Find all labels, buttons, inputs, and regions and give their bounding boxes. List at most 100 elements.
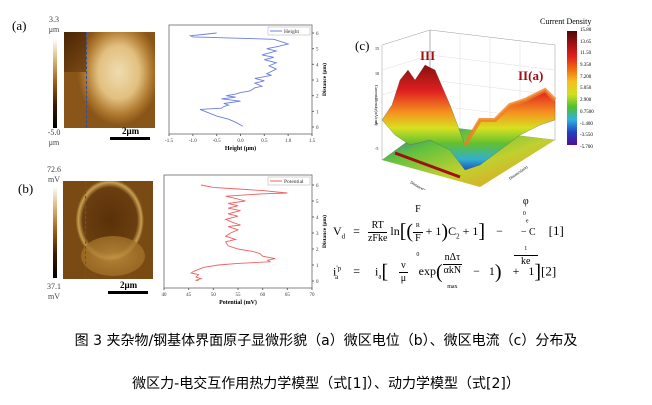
eq1-minus: − <box>496 223 503 238</box>
x-tick-label: -0.5 <box>213 139 221 144</box>
dark-corner <box>64 32 86 72</box>
legend-label: Height <box>284 29 299 35</box>
cbar-max-value: 72.6 <box>47 165 61 174</box>
eq1-lhs: V <box>333 223 342 238</box>
colorbar-tick: -5.700 <box>580 144 593 150</box>
y-tick-label: 4 <box>316 63 319 68</box>
height-colorbar-min: -5.0 μm <box>44 128 64 148</box>
afm-height-image <box>64 32 155 128</box>
y-tick-label: 1 <box>316 264 319 269</box>
height-colorbar <box>53 39 57 128</box>
x-tick-label: -1.5 <box>165 139 173 144</box>
current-density-colorbar <box>567 31 577 145</box>
eq2-ia: i <box>375 264 379 279</box>
cbar-unit: mV <box>48 292 60 301</box>
scale-bar-a <box>110 137 150 140</box>
x-tick-label: 40 <box>162 293 168 298</box>
height-profile-line <box>86 32 87 128</box>
eq2-lhs: i <box>333 264 337 279</box>
scale-bar-label-b: 2μm <box>120 280 138 290</box>
cbar-max-value: 3.3 <box>49 15 59 24</box>
colorbar-tick: 5.050 <box>580 86 592 92</box>
den-sub: max <box>447 284 458 290</box>
profile-line <box>188 32 290 127</box>
scale-bar-label-a: 2μm <box>122 126 140 136</box>
cbar-min-value: -5.0 <box>47 128 61 137</box>
x-tick-label: 70 <box>310 293 316 298</box>
fr-den-sub: 0 <box>416 251 420 258</box>
panel-c-label: (c) <box>355 38 370 53</box>
profile-line <box>189 184 288 282</box>
colorbar-ticks: 15.80 13.65 11.50 9.350 7.200 5.050 2.900 0.750… <box>580 28 610 150</box>
x-tick-label: 1.0 <box>285 139 292 144</box>
eq2-ia-sub: a <box>378 272 382 281</box>
x-axis-title: Potential (mV) <box>219 299 257 306</box>
caption-line-1: 图 3 夹杂物/钢基体界面原子显微形貌（a）微区电位（b）、微区电流（c）分布及 <box>74 333 578 349</box>
eq1-plus2: + 1 <box>462 223 479 238</box>
bright-rim <box>81 236 145 276</box>
3d-surface-plot: III II(a) Current Density(nA/cm²) Distan… <box>374 29 557 190</box>
y-tick-label: 0 <box>316 126 319 131</box>
eq2-lhs-sub: a <box>335 272 339 281</box>
colorbar-title: Current Density <box>540 17 592 26</box>
scale-bar-b <box>108 291 148 294</box>
num: ν <box>399 260 408 273</box>
ridge-highlight <box>463 87 557 147</box>
colorbar-tick: 2.900 <box>580 98 592 104</box>
colorbar-tick: 9.350 <box>580 63 592 69</box>
phi: φ <box>522 196 529 207</box>
den: αkN max <box>443 265 462 293</box>
z-ticks: 15 10 5 0 -5 <box>375 46 379 151</box>
eq1-tag: [1] <box>548 222 564 238</box>
x-tick-label: 60 <box>260 293 266 298</box>
z-tick: -5 <box>375 146 378 151</box>
y-tick-label: 5 <box>316 200 319 205</box>
legend-box <box>267 26 311 36</box>
y-tick-label: 5 <box>316 48 319 53</box>
eq1-plus1: + 1 <box>425 223 442 238</box>
z-axis-label: Current Density(nA/cm²) <box>374 85 379 126</box>
fr-num: F <box>415 203 421 215</box>
eq2-minus1: − 1 <box>473 264 495 279</box>
y-tick-label: 2 <box>316 248 319 253</box>
num: nΔτ <box>442 252 463 265</box>
x-tick-label: 0.5 <box>261 139 268 144</box>
potential-colorbar <box>53 186 57 278</box>
y-axis-title: Distance (μm) <box>321 63 328 96</box>
legend-label: Potential <box>284 179 304 185</box>
eq1-c2-sub: 2 <box>456 232 460 241</box>
y-axis-title: Distance (μm) <box>321 215 328 248</box>
x-tick-label: 55 <box>236 293 242 298</box>
minus-c: − C <box>515 227 536 239</box>
colorbar-tick: 0.7500 <box>580 109 594 115</box>
eq2-plus1: + 1 <box>512 264 535 279</box>
eq1-frac-rt: RT zFke <box>367 220 388 245</box>
den: zFke <box>367 232 388 244</box>
y-tick-label: 1 <box>316 110 319 115</box>
eq2-tag: [2] <box>541 263 557 279</box>
colorbar-tick: 13.65 <box>580 39 592 45</box>
x-tick-label: 50 <box>211 293 217 298</box>
x-tick-label: 45 <box>186 293 192 298</box>
panel-a-label: (a) <box>12 18 27 33</box>
caption-line-2: 微区力-电交互作用热力学模型（式[1]）、动力学模型（式[2]） <box>132 376 520 392</box>
panel-b-label: (b) <box>18 181 34 196</box>
eq1-lhs-sub: d <box>341 232 346 241</box>
fr-den: F <box>415 232 421 244</box>
y-tick-label: 2 <box>316 95 319 100</box>
den: μ <box>400 273 407 284</box>
colorbar-tick: 7.200 <box>580 74 592 80</box>
potential-colorbar-min: 37.1 mV <box>42 282 66 302</box>
eq2-exp: exp <box>418 264 436 279</box>
colorbar-tick: -3.550 <box>580 133 593 139</box>
y-tick-label: 6 <box>316 32 319 37</box>
phi-sub: e <box>525 218 529 225</box>
y-tick-label: 0 <box>316 280 319 285</box>
cbar-min-value: 37.1 <box>47 282 61 291</box>
num: φ 0e − C 1 <box>513 196 538 257</box>
eq1-frac-phi: φ 0e − C 1 ke <box>513 196 538 268</box>
